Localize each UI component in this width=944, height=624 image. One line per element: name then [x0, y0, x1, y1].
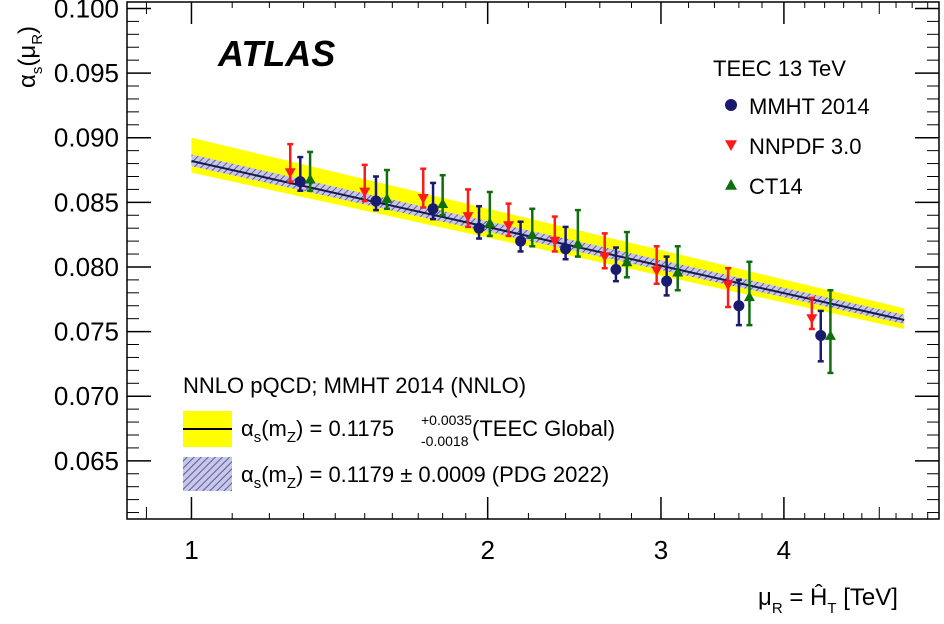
x-tick-label-0: 1	[184, 535, 198, 565]
data-point-0-8	[733, 300, 745, 312]
data-point-0-2	[427, 203, 439, 215]
data-point-1-0	[284, 168, 296, 179]
legend-marker-0	[725, 99, 737, 111]
data-point-0-5	[560, 243, 572, 255]
y-tick-label-7: 0.100	[54, 0, 119, 23]
data-point-2-3	[484, 217, 496, 228]
y-tick-label-5: 0.090	[54, 123, 119, 153]
x-axis-title: μR = ĤT [TeV]	[758, 584, 898, 617]
legend-teec-swatch	[183, 411, 232, 447]
y-tick-label-3: 0.080	[54, 252, 119, 282]
legend-pdg-swatch	[183, 457, 232, 491]
legend-label-2: CT14	[749, 174, 803, 199]
data-point-1-2	[417, 194, 429, 204]
y-axis-title: αs(μR)	[14, 26, 46, 88]
y-tick-label-2: 0.075	[54, 317, 119, 347]
plot-frame	[126, 1, 940, 520]
data-point-1-7	[651, 266, 663, 277]
y-tick-label-4: 0.085	[54, 187, 119, 217]
legend-teec-err-down: -0.0018	[421, 433, 469, 449]
legend-marker-2	[725, 179, 737, 190]
data-point-2-2	[437, 198, 449, 209]
data-point-2-6	[621, 256, 633, 267]
data-point-1-4	[503, 221, 515, 232]
data-point-0-3	[473, 222, 485, 234]
data-point-2-7	[672, 266, 684, 277]
legend-label-1: NNPDF 3.0	[749, 134, 861, 159]
data-point-1-3	[462, 212, 474, 223]
legend-marker-1	[725, 140, 737, 151]
legend-teec-text: αs(mZ) = 0.1175	[241, 416, 394, 446]
data-point-2-5	[572, 238, 584, 249]
data-point-2-9	[824, 329, 836, 340]
y-tick-label-6: 0.095	[54, 58, 119, 88]
x-tick-label-1: 2	[480, 535, 494, 565]
data-point-0-7	[661, 275, 673, 287]
x-tick-label-3: 4	[777, 535, 791, 565]
data-point-2-0	[304, 173, 316, 184]
atlas-label: ATLAS	[217, 33, 335, 74]
legend-label-0: MMHT 2014	[749, 94, 870, 119]
data-point-2-4	[526, 229, 538, 240]
data-point-1-9	[806, 314, 818, 325]
data-point-0-4	[515, 235, 527, 247]
measurement-label: TEEC 13 TeV	[713, 56, 846, 81]
y-tick-label-0: 0.065	[54, 446, 119, 476]
data-point-1-8	[722, 280, 734, 291]
x-tick-label-2: 3	[654, 535, 668, 565]
data-point-0-9	[815, 329, 827, 341]
data-point-2-1	[381, 192, 393, 203]
legend-teec-tail: (TEEC Global)	[472, 416, 615, 441]
legend-pdg-text: αs(mZ) = 0.1179 ± 0.0009 (PDG 2022)	[241, 462, 609, 492]
legend-header: NNLO pQCD; MMHT 2014 (NNLO)	[183, 373, 526, 398]
data-point-2-8	[743, 291, 755, 302]
data-point-0-0	[294, 176, 306, 188]
legend-teec-err-up: +0.0035	[421, 412, 472, 428]
data-point-1-1	[359, 187, 371, 198]
y-tick-label-1: 0.070	[54, 381, 119, 411]
data-point-0-6	[610, 264, 622, 276]
data-point-0-1	[370, 195, 382, 207]
teec-band	[191, 137, 905, 330]
data-point-1-6	[599, 252, 611, 263]
data-point-1-5	[549, 236, 561, 247]
